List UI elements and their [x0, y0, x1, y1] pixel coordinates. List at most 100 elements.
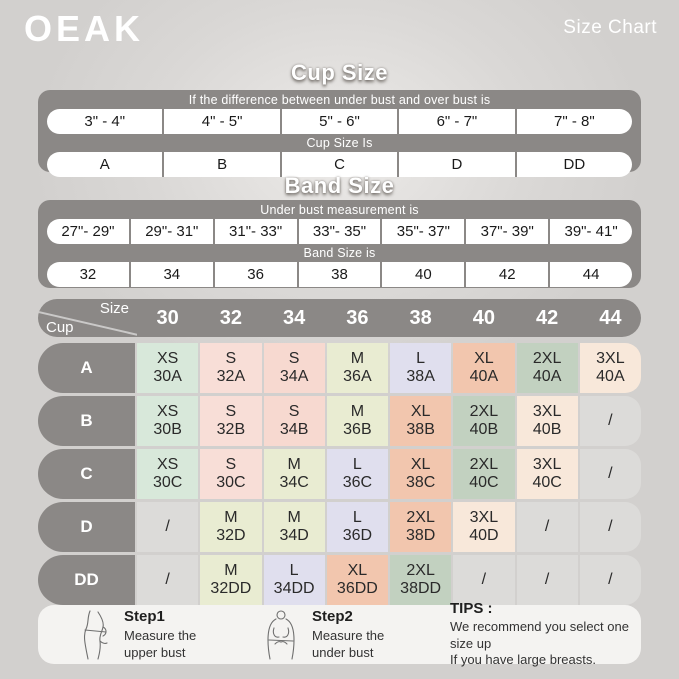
band-size-cell: 42 — [466, 262, 551, 287]
step1-line2: upper bust — [124, 644, 186, 660]
size-cell: M 36A — [326, 343, 388, 393]
size-value: M — [350, 349, 365, 367]
size-value: XS — [156, 402, 179, 420]
size-code: 40C — [532, 474, 562, 491]
size-code: 34D — [279, 527, 309, 544]
matrix-col-header: 30 — [156, 307, 179, 329]
cup-diff-cell: 7" - 8" — [553, 113, 595, 130]
size-code: 32A — [216, 368, 246, 385]
size-cell: 2XL 40A — [516, 343, 578, 393]
band-sizes-row: 32 34 36 38 40 42 44 — [47, 262, 632, 287]
size-value: L — [352, 455, 362, 473]
matrix-row-label: A — [38, 343, 135, 393]
size-cell: XL 40A — [453, 343, 515, 393]
size-value: S — [225, 402, 237, 420]
size-code: 38A — [406, 368, 435, 385]
tips-title: TIPS : — [450, 599, 493, 617]
size-value: / — [165, 517, 170, 535]
measure-instructions-bar: Step1 Measure the upper bust Step2 Measu… — [38, 600, 641, 667]
cup-diff-cell: 3" - 4" — [47, 109, 165, 134]
size-cell: XS 30C — [137, 449, 199, 499]
size-value: XL — [474, 349, 494, 367]
size-value: 2XL — [406, 508, 435, 526]
size-cell: / — [579, 396, 641, 446]
size-cell: / — [579, 555, 641, 605]
size-cell: 2XL 38D — [390, 502, 452, 552]
size-cell: XL 38B — [390, 396, 452, 446]
cup-size-title: Cup Size — [291, 60, 388, 85]
table-row: D / M 32D M 34D L 36D 2XL 38D 3XL 40D / / — [38, 502, 641, 552]
size-cell: M 32DD — [200, 555, 262, 605]
cup-letter-cell: A — [47, 152, 165, 177]
size-cell: M 36B — [326, 396, 388, 446]
cup-size-panel: If the difference between under bust and… — [38, 90, 641, 177]
band-measure-cell: 31"- 33" — [215, 219, 299, 244]
size-code: 36A — [343, 368, 372, 385]
size-value: XS — [156, 349, 179, 367]
size-value: L — [352, 508, 362, 526]
band-size-cell: 38 — [299, 262, 383, 287]
band-measurements-row: 27"- 29" 29"- 31" 31"- 33" 33"- 35" 35"-… — [47, 219, 632, 244]
band-measure-cell: 39"- 41" — [564, 223, 618, 240]
size-value: XL — [410, 402, 431, 420]
size-value: 3XL — [532, 455, 562, 473]
band-caption-mid: Band Size is — [303, 246, 376, 260]
size-code: 30C — [152, 474, 183, 491]
size-value: XL — [410, 455, 431, 473]
size-value: M — [287, 455, 301, 473]
brand-logo: OEAK — [24, 8, 145, 49]
tips-block: TIPS : We recommend you select one size … — [450, 600, 641, 670]
size-code: 32DD — [210, 580, 252, 597]
step2-block: Step2 Measure the under bust — [312, 608, 424, 661]
size-value: / — [165, 570, 170, 588]
size-cell: XS 30B — [137, 396, 199, 446]
matrix-row-cells: / M 32D M 34D L 36D 2XL 38D 3XL 40D / / — [137, 502, 641, 552]
size-cell: 3XL 40C — [516, 449, 578, 499]
corner-cup-label: Cup — [46, 319, 74, 336]
matrix-col-header: 32 — [219, 307, 242, 329]
size-cell: XL 38C — [390, 449, 452, 499]
size-value: / — [608, 411, 613, 429]
size-cell: L 36C — [326, 449, 388, 499]
size-cell: / — [453, 555, 515, 605]
band-size-cell: 32 — [47, 262, 131, 287]
cup-letter-cell: B — [164, 152, 282, 177]
size-cell: S 32B — [200, 396, 262, 446]
step2-line2: under bust — [312, 644, 374, 660]
matrix-col-header: 34 — [283, 307, 306, 329]
step1-block: Step1 Measure the upper bust — [124, 608, 236, 661]
size-code: 40D — [469, 527, 499, 544]
step1-title: Step1 — [124, 608, 165, 626]
band-measure-cell: 27"- 29" — [47, 219, 131, 244]
size-code: 30B — [153, 421, 182, 438]
size-code: 34DD — [273, 580, 315, 597]
size-value: S — [225, 349, 237, 367]
size-value: XS — [156, 455, 179, 473]
matrix-row-cells: XS 30A S 32A S 34A M 36A L 38A XL 40A 2XL 40A 3… — [137, 343, 641, 393]
size-cell: 2XL 38DD — [390, 555, 452, 605]
band-measure-cell: 33"- 35" — [299, 219, 383, 244]
table-row: B XS 30B S 32B S 34B M 36B XL 38B 2XL 40B 3XL 4… — [38, 396, 641, 446]
matrix-col-header: 40 — [472, 307, 495, 329]
size-cell: 3XL 40A — [579, 343, 641, 393]
size-cell: M 32D — [200, 502, 262, 552]
cup-differences-row: 3" - 4" 4" - 5" 5" - 6" 6" - 7" 7" - 8" — [47, 109, 632, 134]
size-cell: M 34D — [263, 502, 325, 552]
size-code: 34C — [279, 474, 309, 491]
size-cell: 3XL 40B — [516, 396, 578, 446]
size-value: M — [287, 508, 301, 526]
size-value: 2XL — [469, 402, 499, 420]
size-cell: / — [516, 502, 578, 552]
size-cell: M 34C — [263, 449, 325, 499]
size-value: / — [544, 517, 550, 535]
matrix-col-header: 44 — [599, 307, 622, 329]
size-value: XL — [347, 561, 368, 579]
size-value: S — [225, 455, 237, 473]
size-code: 40A — [596, 368, 625, 385]
band-measure-cell: 37"- 39" — [466, 219, 551, 244]
size-cell: L 38A — [390, 343, 452, 393]
matrix-row-label: B — [38, 396, 135, 446]
matrix-header: Size Cup 30 32 34 36 38 40 42 44 — [38, 299, 641, 337]
size-cell: S 34A — [263, 343, 325, 393]
size-value: M — [224, 561, 238, 579]
